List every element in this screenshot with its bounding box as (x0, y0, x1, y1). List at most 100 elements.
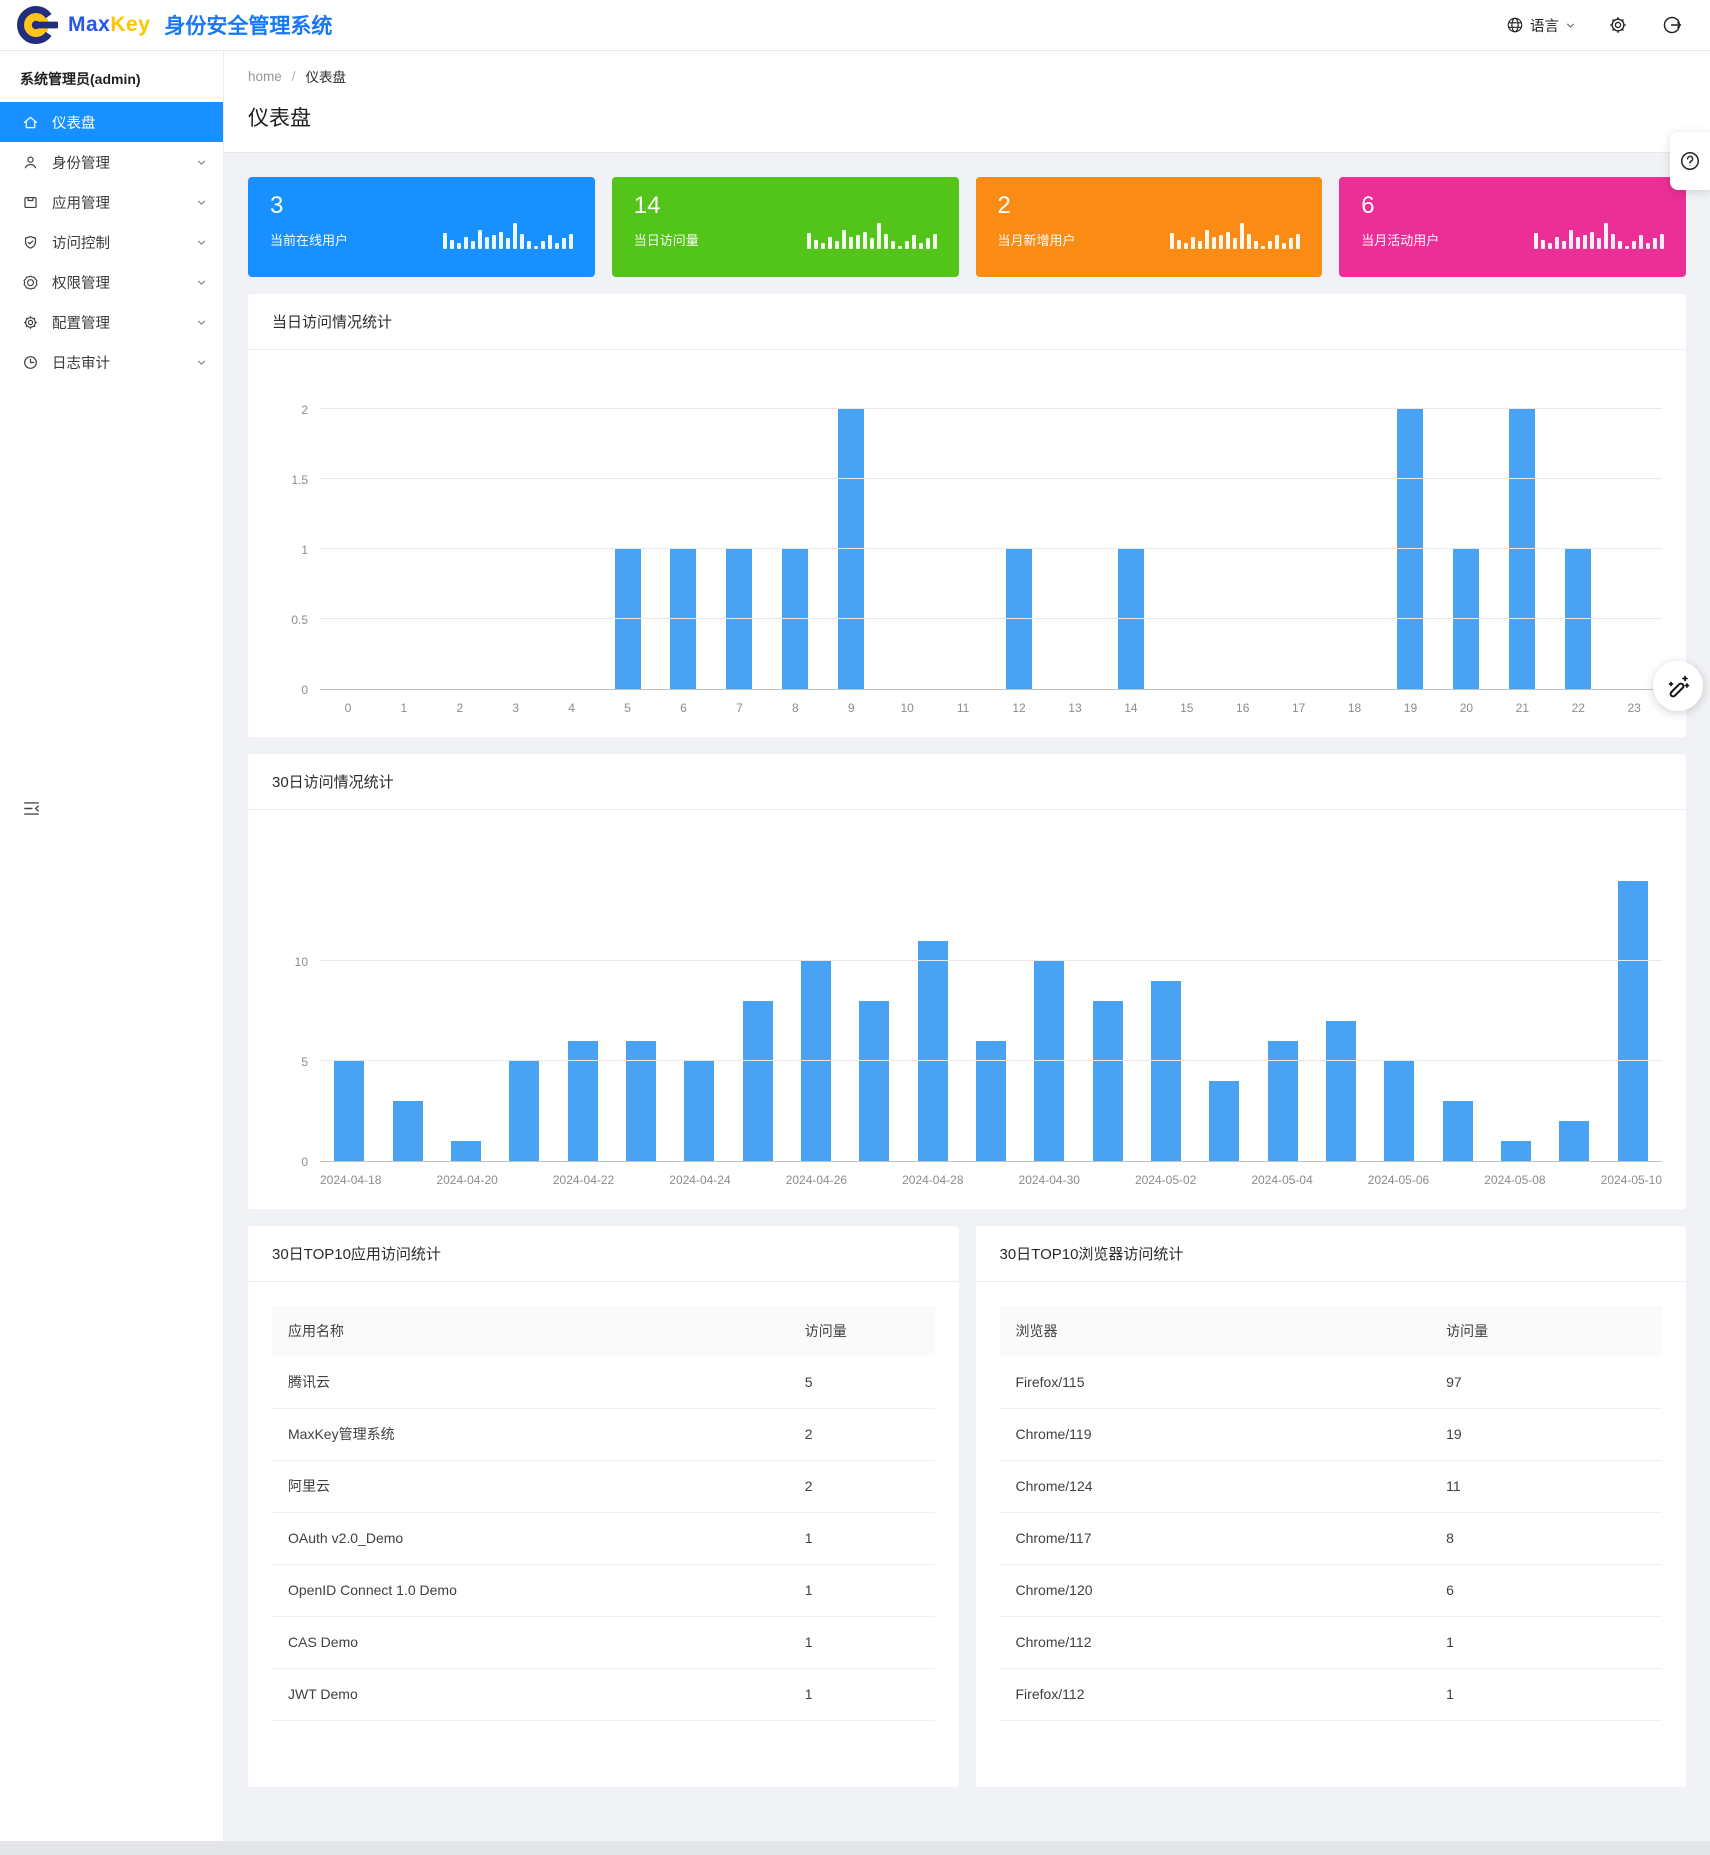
x-tick-label (381, 1173, 436, 1187)
sidebar-item-0[interactable]: 仪表盘 (0, 102, 223, 142)
chevron-down-icon (196, 157, 207, 168)
panel-title-top10-browsers: 30日TOP10浏览器访问统计 (999, 1246, 1184, 1263)
x-tick-label (847, 1173, 902, 1187)
column-header-visits: 访问量 (1430, 1306, 1662, 1356)
brand-max: Max (68, 13, 111, 36)
x-tick-label: 23 (1627, 701, 1641, 715)
sidebar-item-label: 配置管理 (52, 315, 110, 332)
bar (334, 1061, 365, 1161)
topbar: MaxKey 身份安全管理系统 语言 (0, 0, 1710, 51)
bar (782, 549, 809, 689)
cell-name: JWT Demo (272, 1668, 789, 1721)
x-tick-label: 22 (1571, 701, 1585, 715)
chevron-down-icon (1565, 20, 1576, 31)
cell-visits: 2 (788, 1408, 935, 1461)
cell-name: 腾讯云 (272, 1356, 789, 1409)
x-axis-labels: 2024-04-18 2024-04-20 2024-04-22 2024-04-24… (320, 1173, 1662, 1187)
chevron-down-icon (196, 357, 207, 368)
bar (1117, 549, 1144, 689)
x-tick-label: 0 (344, 701, 352, 715)
brand-key: Key (110, 13, 151, 36)
cell-visits: 1 (1430, 1668, 1662, 1721)
x-tick-label (731, 1173, 786, 1187)
bar (838, 409, 865, 689)
tables-row: 30日TOP10应用访问统计 应用名称 访问量 腾讯云 5 Max (248, 1226, 1686, 1787)
x-tick-label: 2024-05-02 (1134, 1173, 1197, 1187)
cell-visits: 1 (788, 1616, 935, 1669)
x-tick-label: 17 (1291, 701, 1306, 715)
x-axis-labels: 0 1 2 3 4 5 6 7 8 9 10 11 12 13 14 15 16 17 18 19 20 21 22 23 (320, 701, 1662, 715)
table-row: OpenID Connect 1.0 Demo 1 (272, 1564, 935, 1617)
cell-name: Chrome/119 (999, 1408, 1431, 1461)
sparkline-chart (1170, 221, 1301, 249)
sidebar-item-1[interactable]: 身份管理 (0, 142, 223, 182)
table-row: Chrome/117 8 (999, 1512, 1662, 1565)
user-icon (22, 154, 39, 171)
bar (1092, 1001, 1123, 1161)
menu-fold-button[interactable] (22, 799, 41, 818)
panel-top10-browsers: 30日TOP10浏览器访问统计 浏览器 访问量 Firefox (975, 1226, 1686, 1787)
x-tick-label: 11 (956, 701, 970, 715)
help-button[interactable] (1670, 132, 1710, 190)
table-row: Chrome/112 1 (999, 1616, 1662, 1669)
cell-visits: 5 (788, 1356, 935, 1409)
breadcrumb-home-link[interactable]: home (248, 68, 282, 84)
chevron-down-icon (196, 317, 207, 328)
sidebar-item-4[interactable]: 权限管理 (0, 262, 223, 302)
horizontal-scrollbar[interactable] (0, 1841, 1710, 1855)
x-tick-label: 15 (1180, 701, 1194, 715)
bar (1209, 1081, 1240, 1161)
breadcrumb-current: 仪表盘 (305, 70, 347, 85)
x-tick-label: 6 (680, 701, 687, 715)
logout-button[interactable] (1660, 13, 1684, 37)
globe-icon (1506, 16, 1524, 34)
language-label: 语言 (1530, 18, 1559, 35)
sparkline-chart (1534, 221, 1664, 249)
top10-browsers-table: 浏览器 访问量 Firefox/115 97 Chrome/119 19 Chrome/… (999, 1306, 1662, 1721)
table-row: OAuth v2.0_Demo 1 (272, 1512, 935, 1565)
sidebar-item-5[interactable]: 配置管理 (0, 302, 223, 342)
table-row: 阿里云 2 (272, 1460, 935, 1513)
x-tick-label: 2024-04-28 (902, 1173, 964, 1187)
sidebar-item-3[interactable]: 访问控制 (0, 222, 223, 262)
x-tick-label: 2024-05-08 (1484, 1173, 1546, 1187)
bar (1509, 409, 1536, 689)
stat-value: 3 (270, 192, 284, 219)
bar (742, 1001, 773, 1161)
magic-wand-icon (1665, 673, 1691, 699)
medal-icon (22, 274, 39, 291)
bar (1267, 1041, 1298, 1161)
plot-area (320, 408, 1662, 690)
cell-name: Firefox/115 (999, 1356, 1431, 1409)
sidebar-item-2[interactable]: 应用管理 (0, 182, 223, 222)
x-tick-label (1313, 1173, 1368, 1187)
x-tick-label: 2024-04-30 (1018, 1173, 1080, 1187)
x-tick-label: 2024-04-22 (552, 1173, 615, 1187)
x-tick-label: 9 (847, 701, 855, 715)
brand-title: 身份安全管理系统 (164, 15, 333, 38)
maxkey-logo-icon (16, 3, 60, 47)
x-tick-label: 2024-04-20 (436, 1173, 498, 1187)
x-tick-label (614, 1173, 669, 1187)
page-header: home / 仪表盘 仪表盘 (224, 51, 1710, 153)
cell-name: OpenID Connect 1.0 Demo (272, 1564, 789, 1617)
y-tick-label: 1.5 (291, 473, 308, 487)
magic-wand-button[interactable] (1653, 661, 1703, 711)
cell-visits: 8 (1430, 1512, 1662, 1565)
bar (859, 1001, 890, 1161)
panel-title-top10-apps: 30日TOP10应用访问统计 (272, 1246, 441, 1263)
panel-title-30day-visits: 30日访问情况统计 (272, 774, 394, 791)
sidebar-item-6[interactable]: 日志审计 (0, 342, 223, 382)
y-tick-label: 2 (301, 403, 308, 417)
column-header-app-name: 应用名称 (272, 1306, 789, 1356)
settings-button[interactable] (1606, 13, 1630, 37)
x-tick-label: 16 (1236, 701, 1250, 715)
x-tick-label: 8 (791, 701, 799, 715)
bar (392, 1101, 423, 1161)
bar (1326, 1021, 1357, 1161)
bar (975, 1041, 1006, 1161)
language-menu[interactable]: 语言 (1506, 15, 1576, 36)
bar (1034, 961, 1065, 1161)
table-row: Chrome/124 11 (999, 1460, 1662, 1513)
